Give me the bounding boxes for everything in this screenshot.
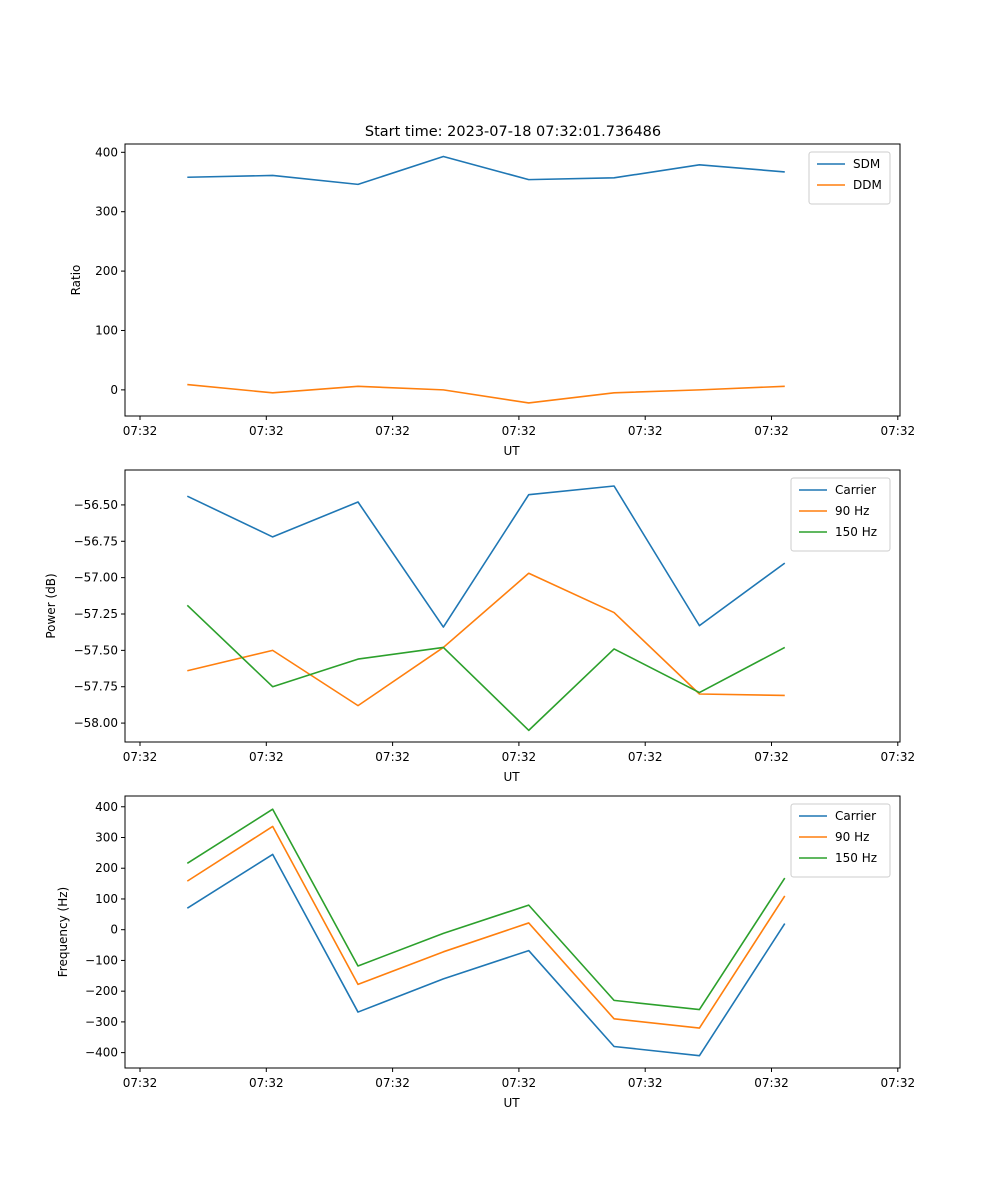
legend-entry: Carrier bbox=[835, 483, 876, 497]
x-tick-label: 07:32 bbox=[249, 1076, 284, 1090]
legend-entry: 90 Hz bbox=[835, 830, 869, 844]
series-line-90-hz bbox=[187, 572, 785, 707]
x-axis-label: UT bbox=[503, 1096, 520, 1110]
x-tick-label: 07:32 bbox=[502, 424, 537, 438]
x-tick-label: 07:32 bbox=[375, 424, 410, 438]
legend-frame bbox=[808, 151, 891, 205]
x-tick-label: 07:32 bbox=[628, 424, 663, 438]
x-tick-label: 07:32 bbox=[881, 1076, 916, 1090]
x-tick-label: 07:32 bbox=[249, 750, 284, 764]
series-line-carrier bbox=[186, 853, 786, 1057]
legend-entry: SDM bbox=[853, 157, 880, 171]
legend: Carrier 90 Hz 150 Hz bbox=[790, 477, 891, 552]
y-tick-label: 0 bbox=[110, 923, 118, 937]
subplot-2: −58.00 −57.75 −57.50 −57.25 −57.00 −56.75 −56.… bbox=[44, 469, 916, 784]
x-tick-label: 07:32 bbox=[628, 750, 663, 764]
y-tick-label: 100 bbox=[95, 892, 118, 906]
legend-entry: 150 Hz bbox=[835, 525, 877, 539]
x-tick-label: 07:32 bbox=[123, 750, 158, 764]
x-tick-label: 07:32 bbox=[754, 424, 789, 438]
subplot-1: 0 100 200 300 400 07:32 07:32 07:32 07:32 07:32 07… bbox=[69, 143, 916, 458]
legend-entry: 90 Hz bbox=[835, 504, 869, 518]
y-tick-label: −57.50 bbox=[74, 643, 118, 657]
axes-frame bbox=[124, 795, 901, 1069]
x-tick-label: 07:32 bbox=[881, 424, 916, 438]
series-line-ddm bbox=[187, 383, 785, 404]
legend-entry: Carrier bbox=[835, 809, 876, 823]
y-tick-label: 100 bbox=[95, 323, 118, 337]
y-tick-label: 400 bbox=[95, 145, 118, 159]
y-tick-label: −400 bbox=[85, 1046, 118, 1060]
x-axis-label: UT bbox=[503, 770, 520, 784]
y-tick-label: −100 bbox=[85, 953, 118, 967]
legend: Carrier 90 Hz 150 Hz bbox=[790, 803, 891, 878]
axes-frame bbox=[124, 143, 901, 417]
x-tick-label: 07:32 bbox=[123, 1076, 158, 1090]
subplot-3: −400 −300 −200 −100 0 100 200 300 400 07:32 07:32 0… bbox=[56, 795, 916, 1110]
x-tick-label: 07:32 bbox=[502, 1076, 537, 1090]
y-tick-label: −300 bbox=[85, 1015, 118, 1029]
y-tick-label: 300 bbox=[95, 830, 118, 844]
x-tick-label: 07:32 bbox=[375, 1076, 410, 1090]
x-tick-label: 07:32 bbox=[754, 750, 789, 764]
y-tick-label: −56.50 bbox=[74, 498, 118, 512]
series-line-sdm bbox=[187, 155, 785, 186]
legend-entry: 150 Hz bbox=[835, 851, 877, 865]
y-axis-label: Ratio bbox=[69, 265, 83, 296]
y-tick-label: 200 bbox=[95, 861, 118, 875]
x-tick-label: 07:32 bbox=[375, 750, 410, 764]
y-tick-label: −56.75 bbox=[74, 534, 118, 548]
chart-title: Start time: 2023-07-18 07:32:01.736486 bbox=[365, 124, 661, 140]
x-axis-label: UT bbox=[503, 444, 520, 458]
x-tick-label: 07:32 bbox=[881, 750, 916, 764]
y-axis-label: Frequency (Hz) bbox=[56, 887, 70, 978]
x-tick-label: 07:32 bbox=[628, 1076, 663, 1090]
y-tick-label: −200 bbox=[85, 984, 118, 998]
legend-entry: DDM bbox=[853, 178, 882, 192]
series-line-150-hz bbox=[186, 808, 786, 1011]
y-tick-label: 400 bbox=[95, 800, 118, 814]
y-axis-label: Power (dB) bbox=[44, 573, 58, 638]
y-tick-label: −58.00 bbox=[74, 716, 118, 730]
x-tick-label: 07:32 bbox=[249, 424, 284, 438]
x-tick-label: 07:32 bbox=[502, 750, 537, 764]
x-tick-label: 07:32 bbox=[754, 1076, 789, 1090]
series-line-carrier bbox=[186, 485, 786, 628]
legend: SDM DDM bbox=[808, 151, 891, 205]
y-tick-label: −57.25 bbox=[74, 607, 118, 621]
series-line-150-hz bbox=[186, 604, 786, 732]
y-tick-label: 200 bbox=[95, 264, 118, 278]
series-line-90-hz bbox=[186, 825, 786, 1029]
y-tick-label: 300 bbox=[95, 205, 118, 219]
x-tick-label: 07:32 bbox=[123, 424, 158, 438]
axes-frame bbox=[124, 469, 901, 743]
y-tick-label: −57.00 bbox=[74, 571, 118, 585]
y-tick-label: 0 bbox=[110, 383, 118, 397]
y-tick-label: −57.75 bbox=[74, 680, 118, 694]
